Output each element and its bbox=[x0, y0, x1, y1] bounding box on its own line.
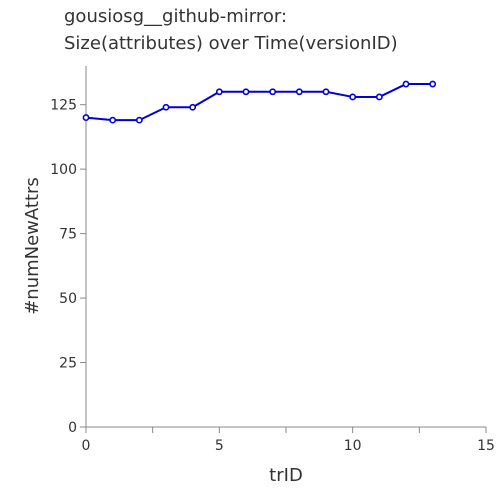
x-tick-label: 15 bbox=[477, 438, 495, 454]
x-axis-title: trID bbox=[269, 465, 303, 486]
x-tick-label: 10 bbox=[344, 438, 362, 454]
data-point bbox=[189, 103, 197, 111]
series-line bbox=[85, 83, 433, 122]
data-point bbox=[429, 80, 437, 88]
x-tick-label: 5 bbox=[215, 438, 224, 454]
y-tick-label: 25 bbox=[59, 356, 77, 372]
data-point bbox=[109, 116, 117, 124]
data-point bbox=[375, 93, 383, 101]
data-point bbox=[295, 88, 303, 96]
y-tick-label: 50 bbox=[59, 291, 77, 307]
ticks: 0 5 10 15 0 25 50 75 100 125 bbox=[50, 98, 495, 454]
data-point bbox=[242, 88, 250, 96]
data-point bbox=[162, 103, 170, 111]
data-point bbox=[402, 80, 410, 88]
y-tick-label: 125 bbox=[50, 98, 77, 114]
y-axis-title: #numNewAttrs bbox=[22, 177, 43, 315]
data-point bbox=[82, 114, 90, 121]
series-lines bbox=[85, 83, 433, 122]
y-tick-label: 100 bbox=[50, 162, 77, 178]
data-point bbox=[135, 116, 143, 124]
data-point bbox=[349, 93, 357, 101]
y-tick-label: 0 bbox=[68, 420, 77, 436]
series-points bbox=[82, 80, 437, 124]
data-point bbox=[269, 88, 277, 96]
y-tick-label: 75 bbox=[59, 227, 77, 243]
chart-title-line-1: gousiosg__github-mirror: bbox=[64, 6, 288, 27]
axes bbox=[85, 66, 486, 428]
data-point bbox=[322, 88, 330, 96]
x-tick-label: 0 bbox=[82, 438, 91, 454]
data-point bbox=[215, 88, 223, 96]
chart-title-line-2: Size(attributes) over Time(versionID) bbox=[64, 33, 398, 54]
